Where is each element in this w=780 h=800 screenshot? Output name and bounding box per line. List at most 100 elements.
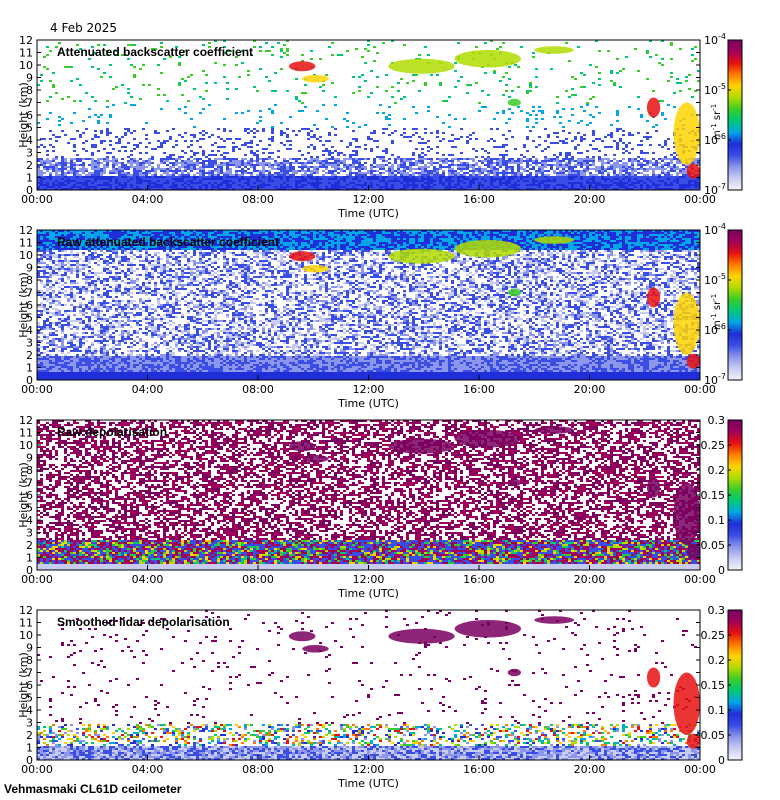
cloud-feature [288,251,316,262]
y-tick-label: 4 [26,134,33,147]
x-tick-label: 12:00 [353,763,385,776]
colorbar-tick-label: 0.3 [708,414,726,427]
colorbar-tick-label: 0.05 [701,729,726,742]
cloud-feature [534,426,575,434]
y-tick-label: 11 [19,237,33,250]
y-tick-label: 4 [26,704,33,717]
x-tick-label: 00:00 [684,573,716,586]
cloud-feature [388,628,455,644]
x-tick-label: 08:00 [242,193,274,206]
y-tick-label: 10 [19,629,33,642]
cloud-feature [534,616,575,624]
cloud-feature [302,645,329,653]
cloud-feature [288,631,316,642]
colorbar-tick-label: 0.05 [701,539,726,552]
cloud-feature [534,236,575,244]
y-tick-label: 6 [26,489,33,502]
y-tick-label: 0 [26,184,33,197]
y-tick-label: 9 [26,72,33,85]
cloud-feature [686,543,700,559]
y-tick-label: 10 [19,439,33,452]
y-tick-label: 8 [26,84,33,97]
x-tick-label: 16:00 [463,193,495,206]
y-axis-label: Height (km) [17,82,30,148]
y-axis-label: Height (km) [17,462,30,528]
colorbar-tick-label: 0.2 [708,654,726,667]
y-tick-label: 7 [26,97,33,110]
y-tick-label: 10 [19,249,33,262]
footer-label: Vehmasmaki CL61D ceilometer [4,782,182,796]
cloud-feature [507,288,521,297]
cloud-feature [507,668,521,677]
y-tick-label: 11 [19,427,33,440]
x-tick-label: 08:00 [242,573,274,586]
y-tick-label: 2 [26,539,33,552]
x-tick-label: 04:00 [132,383,164,396]
colorbar-tick-label: 0.1 [708,704,726,717]
cloud-feature [673,292,700,355]
y-tick-label: 6 [26,679,33,692]
y-tick-label: 1 [26,742,33,755]
y-tick-label: 5 [26,502,33,515]
y-tick-label: 7 [26,287,33,300]
x-tick-label: 00:00 [684,763,716,776]
cloud-feature [686,353,700,369]
colorbar-tick-label: 0.25 [701,439,726,452]
y-tick-label: 3 [26,717,33,730]
cloud-feature [302,455,329,463]
cloud-feature [673,672,700,735]
y-tick-label: 7 [26,667,33,680]
y-tick-label: 10 [19,59,33,72]
cloud-feature [288,441,316,452]
y-tick-label: 11 [19,47,33,60]
cloud-feature [686,733,700,749]
cloud-feature [388,438,455,454]
y-tick-label: 3 [26,337,33,350]
cloud-feature [507,98,521,107]
heatmap-area [37,610,700,760]
x-tick-label: 00:00 [21,573,53,586]
colorbar-tick-label: 10-6 [704,132,726,147]
y-tick-label: 9 [26,262,33,275]
y-tick-label: 0 [26,374,33,387]
cloud-feature [302,75,329,83]
y-tick-label: 2 [26,349,33,362]
y-tick-label: 6 [26,299,33,312]
cloud-feature [673,102,700,165]
x-tick-label: 16:00 [463,573,495,586]
cloud-feature [646,477,661,498]
colorbar-tick-label: 0.25 [701,629,726,642]
x-axis-label: Time (UTC) [337,777,399,790]
y-tick-label: 12 [19,604,33,617]
colorbar-tick-label: 10-5 [704,272,726,287]
y-tick-label: 0 [26,754,33,767]
x-tick-label: 12:00 [353,193,385,206]
colorbar-unit: m-1 sr-1 [710,104,723,140]
colorbar-gradient [727,229,743,381]
y-tick-label: 1 [26,172,33,185]
cloud-feature [646,97,661,118]
y-tick-label: 1 [26,362,33,375]
y-tick-label: 0 [26,564,33,577]
y-tick-label: 6 [26,109,33,122]
heatmap-area [37,420,700,570]
y-tick-label: 12 [19,34,33,47]
x-axis-label: Time (UTC) [337,207,399,220]
y-tick-label: 9 [26,642,33,655]
y-tick-label: 8 [26,654,33,667]
y-tick-label: 2 [26,729,33,742]
x-tick-label: 20:00 [574,383,606,396]
y-tick-label: 12 [19,414,33,427]
heatmap-area [37,230,700,380]
panel-title: Raw depolarisation [57,425,167,439]
x-tick-label: 12:00 [353,573,385,586]
x-tick-label: 00:00 [21,193,53,206]
colorbar-tick-label: 0 [718,564,725,577]
colorbar: 0 0.05 0.1 0.15 0.2 0.25 0.3 [701,604,743,767]
heatmap-area [37,40,700,190]
colorbar-tick-label: 10-6 [704,322,726,337]
y-tick-label: 2 [26,159,33,172]
y-tick-label: 3 [26,147,33,160]
